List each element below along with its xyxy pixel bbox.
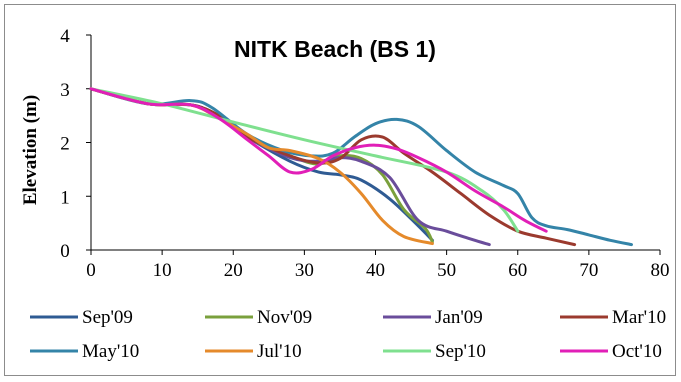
y-tick-label: 3 (60, 80, 70, 101)
y-tick-label: 0 (60, 241, 70, 262)
legend-label: Sep'09 (82, 307, 133, 328)
x-tick-label: 60 (508, 260, 527, 281)
x-tick-label: 50 (437, 260, 456, 281)
x-tick-label: 80 (651, 260, 670, 281)
y-axis-label: Elevation (m) (20, 95, 41, 205)
series-line-3 (89, 87, 577, 247)
plot-lines (89, 87, 633, 247)
y-tick-label: 1 (60, 187, 70, 208)
legend-label: Nov'09 (257, 307, 312, 328)
chart-title: NITK Beach (BS 1) (234, 36, 436, 62)
x-tick-label: 0 (86, 260, 96, 281)
y-tick-label: 4 (60, 26, 70, 47)
legend-label: Oct'10 (612, 341, 662, 362)
chart-frame: NITK Beach (BS 1) Elevation (m) 0 1 2 3 4 0 10… (4, 4, 676, 376)
legend-label: May'10 (82, 341, 139, 362)
series-line-4 (89, 87, 633, 247)
x-tick-label: 10 (153, 260, 172, 281)
legend: Sep'09 Nov'09 Jan'09 Mar'10 May'10 Jul'10 Sep'… (30, 307, 666, 362)
y-tick-label: 2 (60, 134, 70, 155)
x-tick-label: 70 (579, 260, 598, 281)
x-tick-label: 30 (295, 260, 314, 281)
legend-label: Jan'09 (435, 307, 483, 328)
series-line-7 (89, 87, 548, 233)
legend-label: Sep'10 (435, 341, 486, 362)
legend-label: Jul'10 (257, 341, 302, 362)
x-tick-label: 20 (224, 260, 243, 281)
series-line-5 (89, 87, 434, 246)
x-tick-label: 40 (366, 260, 385, 281)
legend-label: Mar'10 (612, 307, 666, 328)
